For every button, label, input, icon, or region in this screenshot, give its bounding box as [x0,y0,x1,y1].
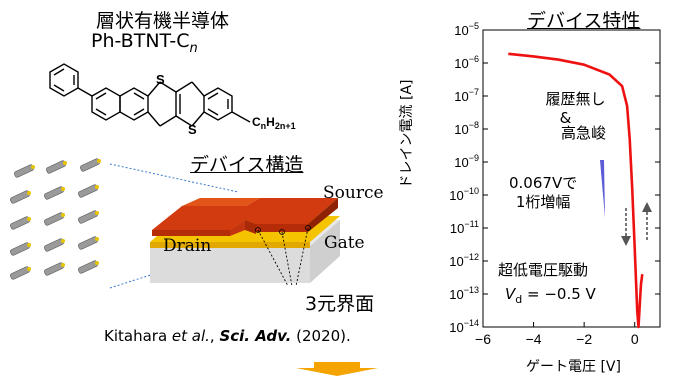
drain-label: Drain [163,236,212,256]
molecule-structure: S S CnH2n+1 [49,63,296,137]
annotation-low-voltage: 超低電圧駆動 [498,261,589,279]
y-tick-label: 10−10 [449,186,479,203]
annotation-slope-line1: 0.067Vで [509,174,578,192]
source-label: Source [323,183,384,203]
slope-marker-icon [600,160,605,218]
organic-semiconductor-layer [152,198,338,236]
y-tick-label: 10−5 [454,21,479,38]
annotation-no-hysteresis: 履歴無し & 高急峻 [545,90,607,143]
y-tick-label: 10−13 [449,285,479,302]
annotation-no-hysteresis-line1: 履歴無し [545,90,606,108]
citation-etal: et al. [167,327,210,345]
annotation-ampersand: & [559,109,572,127]
citation: Kitahara et al., Sci. Adv. (2020). [104,327,351,345]
y-tick-label: 10−14 [449,318,479,335]
citation-sep: , [209,327,220,345]
citation-journal: Sci. Adv. [219,327,292,345]
annotation-vd-value: = −0.5 V [522,285,596,303]
y-tick-label: 10−8 [454,120,479,137]
down-arrow-icon [296,362,378,376]
annotation-slope-line2: 1桁増幅 [515,193,571,211]
y-axis-label: ドレイン電流 [A] [396,54,416,214]
y-tick-label: 10−12 [449,252,479,269]
annotation-vd: Vd = −0.5 V [505,285,596,309]
citation-authors: Kitahara [104,327,168,345]
sulfur-atom-2: S [188,122,197,137]
molecule-name-main: Ph-BTNT-C [91,30,190,52]
x-tick-label: −6 [475,331,491,347]
x-tick-label: −2 [576,331,592,347]
alkyl-chain-label: CnH2n+1 [252,115,296,131]
annotation-vd-sub: d [515,293,523,306]
y-tick-label: 10−7 [454,87,479,104]
gate-label: Gate [324,233,365,253]
citation-year: (2020). [291,327,351,345]
device-title: デバイス構造 [190,154,304,176]
plot-frame [482,29,661,328]
device-diagram [10,158,340,289]
annotation-vd-symbol: V [505,285,516,303]
molecule-name-sub: n [189,40,198,56]
x-tick-label: −4 [526,331,542,347]
annotation-steep-line2: 高急峻 [561,124,607,142]
y-tick-label: 10−11 [450,219,479,236]
molecule-title: 層状有機半導体 [96,10,230,32]
interface-label: 3元界面 [305,293,375,315]
y-tick-label: 10−9 [454,153,479,170]
molecule-name: Ph-BTNT-Cn [91,30,198,56]
x-tick-label: 0 [631,331,639,347]
sweep-up-arrow-icon [642,202,652,240]
molecular-crystal-icon [10,158,101,280]
chart-title: デバイス特性 [527,10,641,32]
sulfur-atom-1: S [156,72,165,87]
annotation-slope: 0.067Vで 1桁増幅 [509,174,577,212]
transfer-curve-line [508,52,644,329]
x-axis-label: ゲート電圧 [V] [526,359,621,375]
sweep-down-arrow-icon [621,208,631,246]
y-tick-label: 10−6 [454,54,479,71]
y-axis-label-text: ドレイン電流 [A] [399,79,415,189]
